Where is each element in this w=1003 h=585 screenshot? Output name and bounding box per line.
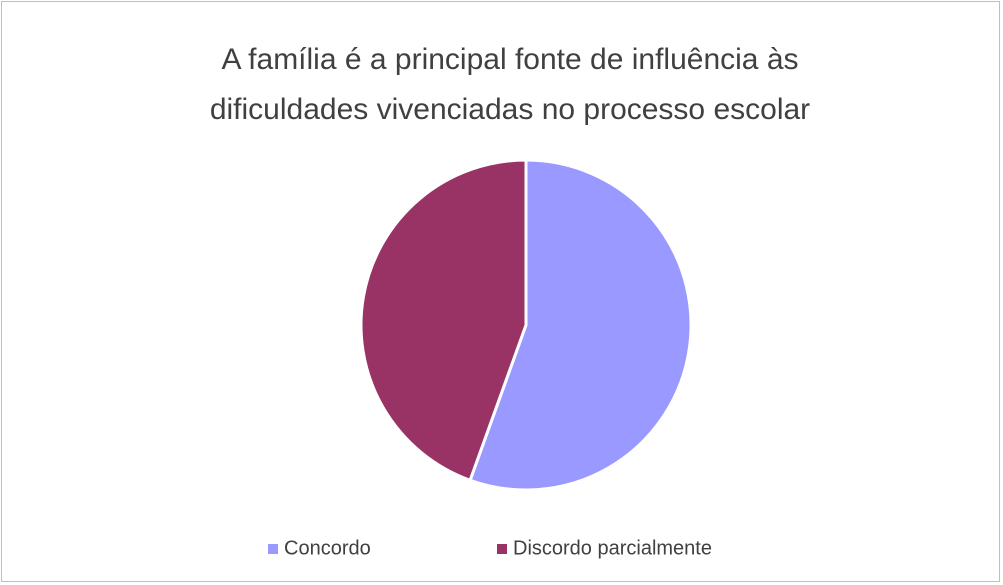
pie-slice [359,158,528,483]
legend-swatch [497,544,507,554]
legend-label: Discordo parcialmente [513,537,712,559]
chart-title: A família é a principal fonte de influên… [209,43,811,126]
legend-label: Concordo [284,537,371,559]
pie-slice [468,158,693,492]
legend-swatch [268,544,278,554]
